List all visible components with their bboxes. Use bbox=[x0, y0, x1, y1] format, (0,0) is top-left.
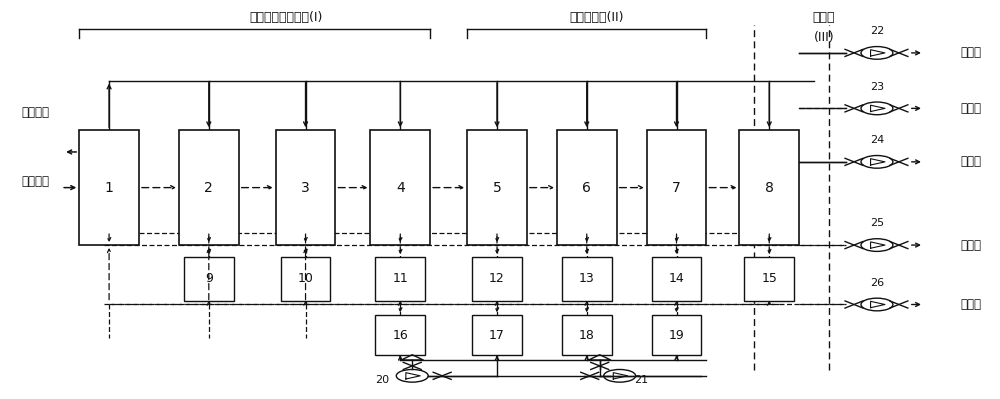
Text: 高温耐腐蚀蒸发段(I): 高温耐腐蚀蒸发段(I) bbox=[249, 11, 322, 24]
Bar bbox=[562, 315, 612, 355]
Text: 冷凝段: 冷凝段 bbox=[813, 11, 835, 24]
Text: 15: 15 bbox=[761, 272, 777, 285]
Bar bbox=[179, 130, 239, 245]
Text: 低温蒸发段(II): 低温蒸发段(II) bbox=[569, 11, 624, 24]
Text: 21: 21 bbox=[635, 375, 649, 385]
Text: 12: 12 bbox=[489, 272, 505, 285]
Text: 25: 25 bbox=[870, 218, 884, 228]
Bar bbox=[472, 315, 522, 355]
Text: 原海水: 原海水 bbox=[961, 46, 982, 59]
Text: 高温烟气: 高温烟气 bbox=[21, 175, 49, 188]
Text: 不凝气: 不凝气 bbox=[961, 102, 982, 115]
Bar bbox=[184, 257, 234, 300]
Text: 17: 17 bbox=[489, 328, 505, 342]
Text: 11: 11 bbox=[392, 272, 408, 285]
Text: 19: 19 bbox=[669, 328, 684, 342]
Text: 14: 14 bbox=[669, 272, 684, 285]
Text: 冷却水: 冷却水 bbox=[961, 155, 982, 168]
Bar bbox=[647, 130, 706, 245]
Bar bbox=[375, 257, 425, 300]
Text: 5: 5 bbox=[493, 181, 501, 195]
Bar bbox=[79, 130, 139, 245]
Text: 26: 26 bbox=[870, 278, 884, 288]
Text: 10: 10 bbox=[298, 272, 313, 285]
Text: 24: 24 bbox=[870, 135, 884, 145]
Text: 2: 2 bbox=[204, 181, 213, 195]
Bar bbox=[472, 257, 522, 300]
Text: 浓盐水: 浓盐水 bbox=[961, 298, 982, 311]
Text: 6: 6 bbox=[582, 181, 591, 195]
Text: 8: 8 bbox=[765, 181, 774, 195]
Text: 13: 13 bbox=[579, 272, 595, 285]
Text: 16: 16 bbox=[392, 328, 408, 342]
Bar bbox=[281, 257, 330, 300]
Text: 9: 9 bbox=[205, 272, 213, 285]
Text: 1: 1 bbox=[105, 181, 114, 195]
Text: 产品水: 产品水 bbox=[961, 239, 982, 251]
Bar bbox=[652, 257, 701, 300]
Bar bbox=[652, 315, 701, 355]
Text: 20: 20 bbox=[375, 375, 389, 385]
Text: 4: 4 bbox=[396, 181, 405, 195]
Text: 23: 23 bbox=[870, 81, 884, 92]
Bar bbox=[739, 130, 799, 245]
Text: 3: 3 bbox=[301, 181, 310, 195]
Bar bbox=[744, 257, 794, 300]
Bar bbox=[276, 130, 335, 245]
Bar bbox=[467, 130, 527, 245]
Text: 7: 7 bbox=[672, 181, 681, 195]
Bar bbox=[375, 315, 425, 355]
Text: 22: 22 bbox=[870, 26, 884, 36]
Bar bbox=[562, 257, 612, 300]
Text: (III): (III) bbox=[814, 31, 834, 43]
Bar bbox=[557, 130, 617, 245]
Text: 18: 18 bbox=[579, 328, 595, 342]
Bar bbox=[370, 130, 430, 245]
Text: 低温烟气: 低温烟气 bbox=[21, 106, 49, 119]
